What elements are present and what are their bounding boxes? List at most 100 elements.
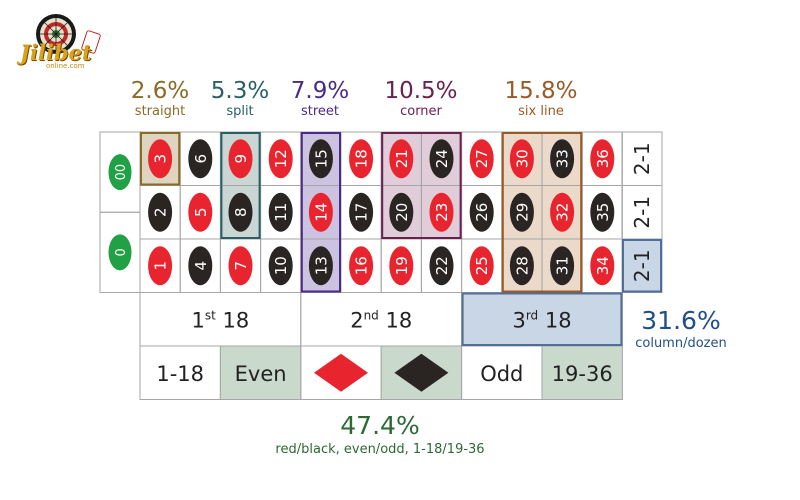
number-token: 35 — [590, 192, 615, 232]
red-diamond-icon — [314, 353, 368, 392]
number-label: 30 — [513, 149, 531, 168]
logo-subtext: online.com — [46, 62, 85, 70]
zero-oval — [108, 154, 132, 191]
number-label: 29 — [513, 203, 531, 222]
payout-value: 5.3% — [210, 78, 270, 104]
number-label: 17 — [353, 203, 371, 222]
number-label: 27 — [473, 149, 491, 168]
number-oval — [590, 246, 615, 286]
number-token: 8 — [228, 192, 253, 232]
number-token: 28 — [509, 246, 534, 286]
number-oval — [509, 139, 534, 179]
number-oval — [509, 246, 534, 286]
highlight-column-outline — [622, 239, 662, 293]
payout-value: 10.5% — [384, 78, 458, 104]
number-token: 30 — [509, 139, 534, 179]
payout-value: 31.6% — [641, 306, 721, 335]
number-token: 23 — [429, 192, 454, 232]
number-oval — [550, 192, 575, 232]
payout-column-dozen: 31.6% column/dozen — [626, 306, 736, 352]
dozen-number: 3 — [512, 308, 525, 332]
number-label: 3 — [152, 154, 170, 164]
number-oval — [429, 246, 454, 286]
highlight-corner-outline — [381, 132, 462, 239]
outside-cell — [541, 345, 623, 400]
number-label: 23 — [433, 203, 451, 222]
number-token: 27 — [469, 139, 494, 179]
number-label: 12 — [272, 149, 290, 168]
number-label: 26 — [473, 203, 491, 222]
number-token: 17 — [349, 192, 374, 232]
dozen-suffix: 18 — [216, 308, 249, 332]
number-label: 2 — [152, 207, 170, 217]
number-token: 1 — [148, 246, 173, 286]
number-oval — [268, 192, 293, 232]
payout-label: red/black, even/odd, 1-18/19-36 — [275, 442, 485, 457]
highlight-street-outline — [300, 132, 341, 293]
number-token: 36 — [590, 139, 615, 179]
black-diamond-icon — [394, 353, 449, 392]
column-label: 2-1 — [630, 249, 654, 282]
highlight-column — [622, 239, 662, 293]
outside-label: 1-18 — [156, 362, 204, 386]
number-token: 34 — [590, 246, 615, 286]
number-label: 24 — [433, 149, 451, 168]
payout-label: corner — [400, 104, 442, 119]
number-token: 31 — [550, 246, 575, 286]
number-label: 28 — [513, 256, 531, 275]
number-oval — [308, 246, 333, 286]
dozen-label: 2nd 18 — [350, 308, 412, 332]
highlight-dozen — [461, 292, 623, 346]
number-label: 20 — [393, 203, 411, 222]
number-token: 10 — [268, 246, 293, 286]
number-label: 16 — [353, 256, 371, 275]
number-oval — [590, 192, 615, 232]
dozen-label: 1st 18 — [192, 308, 250, 332]
number-token: 14 — [308, 192, 333, 232]
highlight-dozen-outline — [461, 292, 623, 346]
number-oval — [349, 192, 374, 232]
logo-wordmark: Jilibet — [20, 40, 92, 65]
outside-label: Odd — [480, 362, 523, 386]
number-label: 35 — [594, 203, 612, 222]
number-oval — [188, 139, 213, 179]
number-oval — [550, 246, 575, 286]
number-token: 24 — [429, 139, 454, 179]
number-token: 11 — [268, 192, 293, 232]
number-token: 3 — [148, 139, 173, 179]
dozen-ordinal: st — [205, 308, 216, 322]
number-label: 31 — [554, 256, 572, 275]
number-token: 19 — [389, 246, 414, 286]
number-label: 33 — [554, 149, 572, 168]
number-oval — [509, 192, 534, 232]
jilibet-logo: Jilibet online.com — [16, 12, 106, 74]
number-token: 20 — [389, 192, 414, 232]
number-label: 36 — [594, 149, 612, 168]
number-label: 22 — [433, 256, 451, 275]
payout-six-line: 15.8% six line — [498, 78, 584, 120]
dozen-label: 3rd 18 — [512, 308, 571, 332]
zero-token: 00 — [108, 154, 132, 191]
payout-corner: 10.5% corner — [378, 78, 464, 120]
number-label: 6 — [192, 154, 210, 164]
number-label: 18 — [353, 149, 371, 168]
number-token: 5 — [188, 192, 213, 232]
outside-label: Even — [235, 362, 287, 386]
number-label: 4 — [192, 261, 210, 271]
number-label: 21 — [393, 149, 411, 168]
number-token: 13 — [308, 246, 333, 286]
number-label: 7 — [232, 261, 250, 271]
number-label: 8 — [232, 207, 250, 217]
number-oval — [590, 139, 615, 179]
number-oval — [308, 192, 333, 232]
zero-label: 0 — [114, 248, 129, 256]
payout-straight: 2.6% straight — [122, 78, 198, 120]
payout-value: 15.8% — [504, 78, 578, 104]
zero-token: 0 — [108, 234, 132, 271]
number-token: 9 — [228, 139, 253, 179]
number-label: 14 — [312, 203, 330, 222]
number-oval — [469, 139, 494, 179]
payout-split: 5.3% split — [202, 78, 278, 120]
number-oval — [429, 139, 454, 179]
